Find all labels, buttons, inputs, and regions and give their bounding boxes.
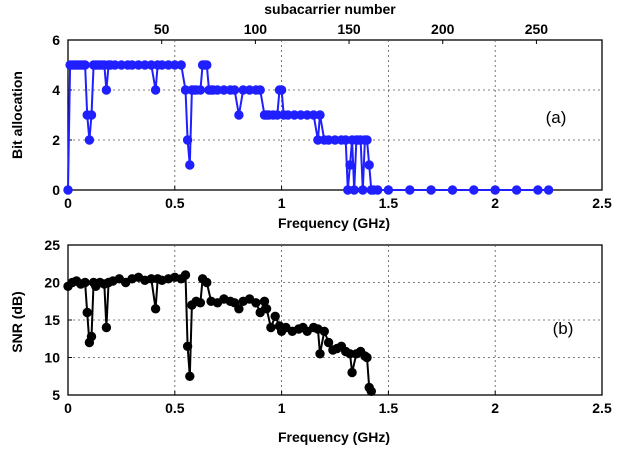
a-data-point: [543, 185, 554, 195]
b-data-point: [315, 349, 325, 359]
a-x-tick-label: 1.5: [379, 195, 399, 211]
a-data-point: [533, 185, 543, 195]
a-data-point: [426, 185, 436, 195]
a-data-point: [84, 135, 95, 145]
b-data-point: [319, 326, 329, 336]
a-data-point: [185, 160, 195, 170]
b-data-point: [366, 386, 376, 396]
b-x-tick-label: 0: [64, 400, 72, 416]
a-top-tick-label: 200: [431, 21, 455, 37]
b-data-point: [202, 277, 212, 288]
a-data-point: [182, 135, 193, 145]
b-data-point: [234, 304, 244, 314]
b-data-point: [185, 371, 195, 381]
a-data-point: [86, 110, 97, 120]
a-data-point: [63, 185, 73, 195]
a-data-point: [176, 60, 186, 70]
a-data-point: [234, 110, 244, 120]
panel-a-top-axis-label: subacarrier number: [264, 1, 396, 17]
b-y-tick-label: 10: [44, 350, 60, 366]
a-data-point: [195, 85, 206, 95]
a-x-tick-label: 1: [278, 195, 286, 211]
a-top-tick-label: 100: [244, 21, 268, 37]
a-x-tick-label: 0: [64, 195, 72, 211]
b-x-tick-label: 1.5: [379, 400, 399, 416]
a-data-point: [150, 85, 161, 95]
a-data-point: [490, 185, 500, 195]
panel-b-x-tick-labels: 0 0.5 1 1.5 2 2.5: [64, 400, 612, 416]
a-data-point: [383, 185, 394, 195]
b-data-point: [80, 277, 90, 288]
b-y-tick-label: 20: [44, 275, 60, 291]
panel-a-top-tick-labels: 50 100 150 200 250: [154, 21, 548, 37]
a-x-tick-label: 2.5: [592, 195, 612, 211]
b-data-point: [347, 367, 357, 378]
a-data-point: [362, 135, 372, 145]
a-data-point: [80, 60, 90, 70]
b-x-tick-label: 1: [278, 400, 286, 416]
panel-b-y-tick-labels: 5 10 15 20 25: [44, 237, 60, 403]
panel-a-label: (a): [546, 108, 567, 127]
a-data-point: [447, 185, 458, 195]
b-data-point: [323, 337, 334, 348]
b-y-tick-label: 15: [44, 312, 60, 328]
a-data-point: [373, 185, 383, 195]
b-data-point: [362, 352, 372, 363]
a-data-point: [358, 185, 368, 195]
a-x-tick-label: 2: [491, 195, 499, 211]
b-x-tick-label: 0.5: [165, 400, 185, 416]
panel-a-bit-allocation: 0 0.5 1 1.5 2 2.5 0 2 4 6 50 100 150 200 250 subacar…: [9, 1, 612, 231]
a-data-point: [349, 185, 359, 195]
panel-a-y-tick-labels: 0 2 4 6: [52, 32, 60, 198]
panel-b-x-axis-label: Frequency (GHz): [278, 429, 390, 445]
b-x-tick-label: 2: [491, 400, 499, 416]
a-x-tick-label: 0.5: [165, 195, 185, 211]
b-data-point: [266, 322, 276, 333]
a-data-point: [255, 85, 265, 95]
b-data-point: [251, 298, 261, 308]
a-data-point: [469, 185, 479, 195]
a-y-tick-label: 2: [52, 132, 60, 148]
b-data-point: [86, 331, 97, 342]
b-x-tick-label: 2.5: [592, 400, 612, 416]
a-y-tick-label: 0: [52, 182, 60, 198]
a-top-tick-label: 50: [154, 21, 170, 37]
b-data-point: [270, 311, 280, 321]
b-y-tick-label: 5: [52, 387, 60, 403]
panel-a-y-axis-label: Bit allocation: [9, 71, 25, 159]
panel-a-x-tick-labels: 0 0.5 1 1.5 2 2.5: [64, 195, 612, 211]
panel-b-snr: 0 0.5 1 1.5 2 2.5 5 10 15 20 25 Frequency (GHz) S…: [9, 237, 612, 445]
b-data-point: [195, 298, 206, 308]
panel-a-series: [63, 60, 554, 195]
panel-b-y-axis-label: SNR (dB): [9, 291, 25, 352]
a-data-point: [364, 160, 374, 170]
b-data-point: [182, 341, 193, 351]
b-y-tick-label: 25: [44, 237, 60, 253]
b-data-point: [261, 304, 272, 314]
a-top-tick-label: 150: [337, 21, 361, 37]
b-data-point: [180, 270, 191, 280]
a-data-point: [511, 185, 522, 195]
b-data-point: [101, 322, 112, 333]
panel-a-x-axis-label: Frequency (GHz): [278, 215, 390, 231]
b-data-point: [150, 304, 161, 314]
a-data-point: [229, 85, 240, 95]
panel-b-grid: [67, 244, 603, 396]
panel-b-series: [63, 270, 376, 396]
a-data-point: [345, 160, 355, 170]
a-top-tick-label: 250: [525, 21, 549, 37]
a-y-tick-label: 6: [52, 32, 60, 48]
a-y-tick-label: 4: [52, 82, 60, 98]
a-data-point: [405, 185, 415, 195]
a-data-point: [202, 60, 212, 70]
a-data-point: [276, 85, 287, 95]
a-data-point: [315, 110, 325, 120]
a-data-point: [101, 85, 112, 95]
b-data-point: [82, 307, 92, 318]
panel-b-label: (b): [553, 319, 574, 338]
